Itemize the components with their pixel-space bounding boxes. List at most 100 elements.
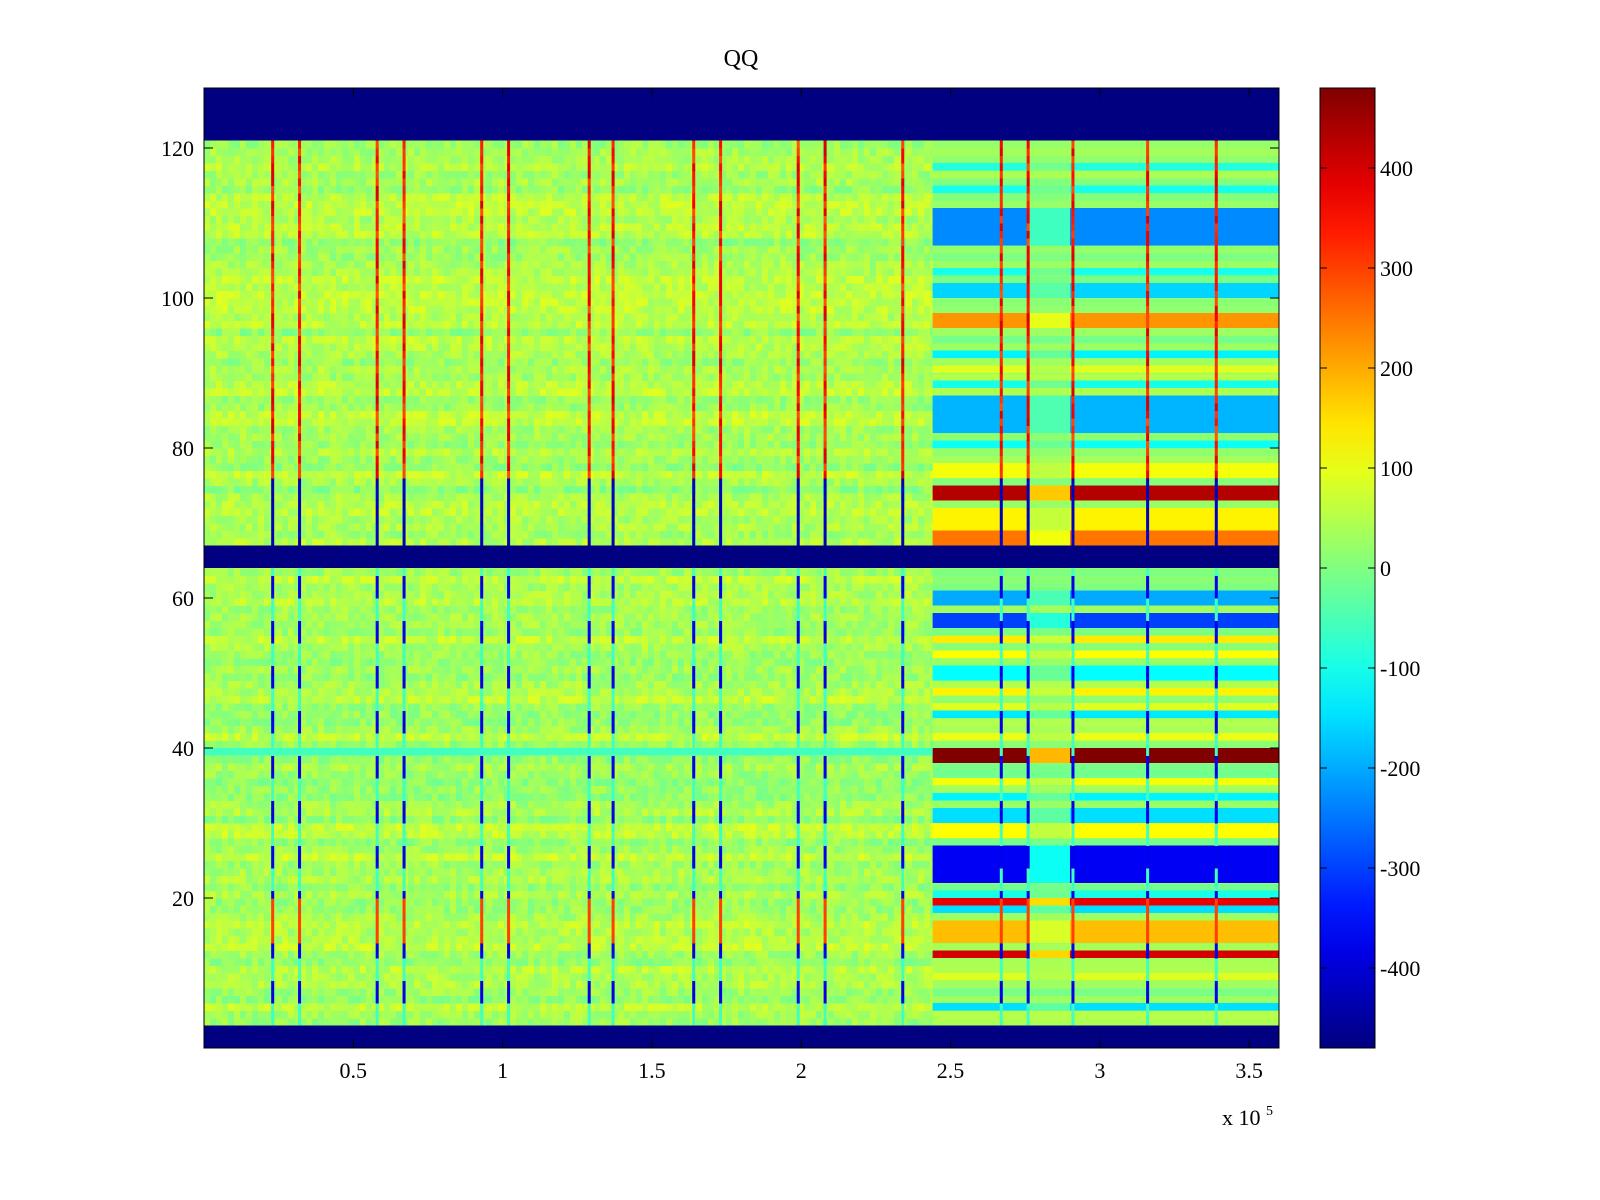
heatmap-cell [648, 958, 655, 966]
heatmap-cell [342, 860, 349, 869]
heatmap-cell [624, 913, 631, 921]
heatmap-cell [828, 890, 835, 899]
heatmap-cell [840, 770, 847, 779]
heatmap-cell [336, 965, 343, 974]
heatmap-cell [576, 815, 583, 824]
heatmap-cell [288, 1018, 295, 1026]
heatmap-cell [648, 920, 655, 929]
heatmap-cell [594, 845, 601, 854]
heatmap-cell [546, 980, 553, 989]
heatmap-cell [534, 808, 541, 816]
heatmap-cell [834, 890, 841, 899]
heatmap-cell [462, 778, 469, 786]
heatmap-cell [498, 965, 505, 974]
heatmap-cell [642, 890, 649, 899]
heatmap-cell [654, 868, 661, 876]
heatmap-cell [672, 815, 679, 824]
heatmap-cell [474, 778, 481, 786]
heatmap-cell [786, 1018, 793, 1026]
heatmap-cell [540, 875, 547, 884]
heatmap-cell [870, 830, 877, 839]
heatmap-cell [696, 838, 703, 846]
heatmap-cell [420, 920, 427, 929]
heatmap-cell [678, 995, 685, 1004]
heatmap-cell [318, 950, 325, 959]
heatmap-cell [558, 755, 565, 764]
heatmap-cell [426, 763, 433, 771]
heatmap-cell [744, 785, 751, 794]
heatmap-cell [228, 965, 235, 974]
heatmap-cell [648, 823, 655, 831]
heatmap-cell [378, 943, 385, 951]
heatmap-cell [372, 740, 379, 749]
heatmap-cell [324, 920, 331, 929]
heatmap-cell [684, 898, 691, 906]
heatmap-cell [540, 860, 547, 869]
heatmap-cell [672, 755, 679, 764]
heatmap-cell [552, 860, 559, 869]
heatmap-cell [282, 935, 289, 944]
heatmap-cell [462, 928, 469, 936]
heatmap-cell [912, 785, 919, 794]
heatmap-cell [546, 973, 553, 981]
heatmap-cell [348, 755, 355, 764]
heatmap-cell [846, 868, 853, 876]
heatmap-cell [882, 763, 889, 771]
heatmap-cell [912, 943, 919, 951]
heatmap-cell [924, 845, 931, 854]
heatmap-cell [252, 793, 259, 801]
heatmap-cell [228, 943, 235, 951]
heatmap-cell [414, 928, 421, 936]
heatmap-cell [918, 943, 925, 951]
heatmap-cell [918, 755, 925, 764]
heatmap-cell [378, 905, 385, 914]
heatmap-cell [552, 763, 559, 771]
heatmap-cell [552, 920, 559, 929]
heatmap-cell [456, 890, 463, 899]
heatmap-cell [768, 868, 775, 876]
heatmap-cell [756, 1010, 763, 1019]
heatmap-cell [486, 763, 493, 771]
heatmap-cell [552, 965, 559, 974]
heatmap-cell [570, 853, 577, 861]
heatmap-cell [324, 950, 331, 959]
heatmap-cell [366, 785, 373, 794]
heatmap-cell [582, 883, 589, 891]
heatmap-cell [282, 883, 289, 891]
heatmap-cell [720, 800, 727, 809]
heatmap-cell [666, 875, 673, 884]
heatmap-cell [324, 808, 331, 816]
heatmap-cell [456, 898, 463, 906]
heatmap-cell [342, 883, 349, 891]
heatmap-cell [918, 875, 925, 884]
heatmap-cell [906, 913, 913, 921]
heatmap-cell [612, 808, 619, 816]
heatmap-cell [702, 808, 709, 816]
heatmap-cell [522, 823, 529, 831]
heatmap-cell [342, 823, 349, 831]
heatmap-cell [618, 808, 625, 816]
heatmap-cell [684, 988, 691, 996]
heatmap-cell [738, 943, 745, 951]
heatmap-cell [276, 898, 283, 906]
heatmap-cell [858, 980, 865, 989]
heatmap-cell [438, 1010, 445, 1019]
heatmap-cell [804, 898, 811, 906]
heatmap-cell [606, 838, 613, 846]
heatmap-cell [726, 815, 733, 824]
heatmap-cell [522, 995, 529, 1004]
heatmap-cell [486, 838, 493, 846]
heatmap-cell [732, 980, 739, 989]
heatmap-cell [432, 860, 439, 869]
heatmap-cell [306, 800, 313, 809]
heatmap-cell [426, 935, 433, 944]
heatmap-cell [582, 958, 589, 966]
heatmap-cell [318, 800, 325, 809]
heatmap-cell [312, 860, 319, 869]
heatmap-cell [708, 763, 715, 771]
heatmap-cell [408, 958, 415, 966]
heatmap-cell [438, 995, 445, 1004]
heatmap-cell [522, 800, 529, 809]
heatmap-cell [702, 778, 709, 786]
heatmap-cell [396, 950, 403, 959]
